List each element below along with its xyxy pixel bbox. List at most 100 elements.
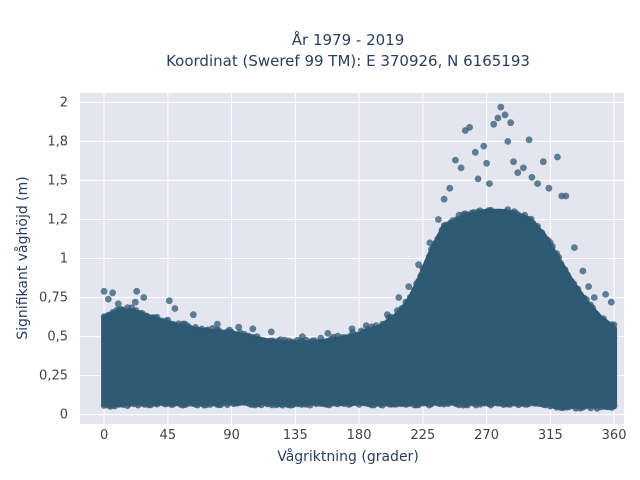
x-tick-label: 135: [283, 428, 308, 443]
data-points: [100, 103, 615, 340]
y-tick-label: 0,75: [39, 291, 68, 306]
y-tick-label: 0,25: [39, 369, 68, 384]
data-point: [504, 138, 512, 145]
chart-subtitle: Koordinat (Sweref 99 TM): E 370926, N 61…: [166, 52, 530, 70]
edge-marker: [570, 280, 577, 287]
data-point: [299, 333, 306, 340]
data-point: [571, 244, 578, 252]
chart-title: År 1979 - 2019: [292, 30, 405, 49]
data-point: [446, 184, 454, 192]
data-point: [585, 283, 592, 290]
edge-marker: [417, 272, 425, 280]
data-point: [214, 320, 221, 328]
data-point: [100, 287, 108, 295]
data-point: [528, 173, 536, 181]
edge-marker: [574, 285, 582, 293]
y-axis-label: Signifikant våghöjd (m): [14, 176, 31, 339]
edge-marker: [457, 216, 465, 223]
x-tick-label: 180: [347, 428, 372, 443]
x-tick-label: 225: [410, 428, 435, 443]
data-cloud: [100, 206, 618, 412]
data-point: [525, 136, 533, 144]
data-point: [514, 169, 522, 177]
x-axis-label: Vågriktning (grader): [277, 448, 419, 465]
edge-marker: [538, 229, 546, 236]
data-point: [497, 103, 505, 111]
data-point: [415, 261, 422, 269]
data-point: [384, 311, 391, 319]
edge-marker: [436, 232, 444, 240]
data-point: [235, 323, 243, 331]
data-point: [539, 158, 547, 166]
x-tick-label: 0: [100, 428, 108, 443]
y-tick-label: 0: [60, 408, 68, 423]
data-point: [249, 325, 257, 333]
data-point: [324, 330, 332, 337]
edge-marker: [610, 321, 618, 329]
data-point: [466, 123, 473, 131]
y-tick-label: 1: [60, 252, 68, 267]
data-point: [494, 114, 502, 122]
data-point: [554, 153, 561, 161]
data-point: [562, 192, 570, 200]
x-tick-label: 270: [474, 428, 499, 443]
data-point: [267, 328, 275, 336]
data-point: [435, 216, 442, 223]
data-point: [189, 311, 197, 319]
data-point: [480, 142, 488, 150]
data-point: [171, 305, 179, 312]
data-point: [452, 156, 459, 164]
edge-marker: [589, 304, 597, 312]
data-point: [165, 297, 173, 305]
data-point: [607, 298, 615, 306]
y-tick-label: 2: [60, 95, 68, 110]
data-point: [133, 287, 141, 295]
data-point: [140, 294, 148, 301]
data-point: [486, 180, 493, 188]
y-axis-ticks: 0 0,25 0,5 0,75 1 1,2 1,5 1,8 2: [39, 95, 68, 422]
data-point: [501, 111, 509, 119]
x-axis-ticks: 0 45 90 135 180 225 270 315 360: [100, 428, 627, 443]
data-point: [579, 267, 587, 275]
edge-marker: [425, 253, 433, 260]
data-point: [483, 159, 490, 167]
edge-marker: [411, 286, 418, 294]
data-point: [109, 289, 116, 297]
x-tick-label: 315: [538, 428, 563, 443]
data-point: [104, 295, 112, 303]
x-tick-label: 90: [223, 428, 240, 443]
x-tick-label: 360: [602, 428, 627, 443]
edge-marker: [583, 296, 590, 303]
edge-marker: [391, 314, 399, 322]
data-point: [520, 164, 527, 172]
edge-marker: [564, 271, 571, 278]
data-point: [362, 322, 370, 329]
data-point: [490, 120, 498, 128]
data-point: [440, 195, 448, 203]
edge-marker: [534, 222, 541, 230]
data-point: [507, 119, 515, 127]
data-point: [348, 325, 356, 333]
data-point: [131, 298, 139, 306]
data-point: [590, 294, 598, 301]
data-point: [510, 158, 517, 166]
y-tick-label: 1,8: [47, 134, 68, 149]
data-point: [457, 164, 465, 172]
edge-marker: [423, 260, 431, 267]
data-point: [426, 239, 434, 247]
edge-marker: [383, 319, 391, 327]
data-point: [545, 184, 553, 192]
edge-marker: [408, 293, 416, 300]
data-point: [114, 300, 122, 308]
x-tick-label: 45: [160, 428, 177, 443]
edge-marker: [317, 334, 325, 342]
y-tick-label: 0,5: [47, 330, 68, 345]
edge-marker: [400, 305, 408, 313]
data-point: [534, 180, 541, 188]
data-point: [474, 175, 482, 183]
data-point: [405, 283, 413, 290]
data-point: [471, 148, 479, 156]
y-tick-label: 1,2: [47, 212, 68, 227]
edge-marker: [355, 332, 363, 340]
